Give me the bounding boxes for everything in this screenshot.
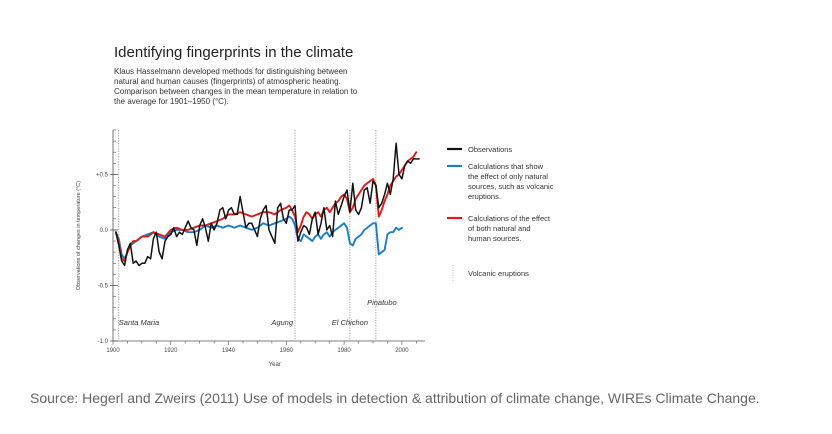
legend-label: Calculations that show	[468, 162, 544, 171]
x-axis-label: Year	[269, 362, 281, 368]
temperature-chart: +0.5 0.0 -0.5 -1.0 1900 1920 1940 1960 1980 2000 Y…	[76, 129, 462, 368]
source-caption: Source: Hegerl and Zweirs (2011) Use of …	[30, 390, 760, 406]
legend-label: eruptions.	[468, 192, 501, 201]
x-tick-label: 1960	[280, 348, 294, 354]
chart-subtitle-line: Comparison between changes in the mean t…	[114, 87, 358, 96]
chart-subtitle-line: Klaus Hasselmann developed methods for d…	[114, 67, 348, 76]
legend-label: sources, such as volcanic	[468, 182, 554, 191]
legend-label: Volcanic eruptions	[468, 269, 529, 278]
y-tick-label: 0.0	[100, 228, 109, 234]
x-tick-label: 1900	[106, 348, 120, 354]
legend-label: Calculations of the effect	[468, 214, 550, 223]
volcanic-eruption-label: Santa Maria	[119, 318, 159, 327]
series-line	[115, 142, 420, 267]
volcanic-eruption-label: El Chichon	[332, 318, 368, 327]
x-tick-label: 1980	[337, 348, 351, 354]
chart-subtitle-line: the average for 1901–1950 (°C).	[114, 97, 229, 106]
series-line	[114, 151, 418, 262]
chart-subtitle-line: natural and human causes (fingerprints) …	[114, 77, 341, 86]
legend-label: the effect of only natural	[468, 172, 548, 181]
y-tick-label: +0.5	[96, 172, 109, 178]
y-axis-label: Observations of changes in temperature (…	[76, 181, 82, 290]
x-tick-label: 2000	[395, 348, 409, 354]
y-tick-label: -1.0	[98, 339, 109, 345]
y-tick-label: -0.5	[98, 283, 109, 289]
chart-title: Identifying fingerprints in the climate	[114, 44, 354, 61]
volcanic-eruption-label: Agung	[270, 318, 294, 327]
x-tick-label: 1940	[222, 348, 236, 354]
legend-label: Observations	[468, 145, 513, 154]
legend-label: human sources.	[468, 234, 522, 243]
legend-label: of both natural and	[468, 224, 531, 233]
volcanic-eruption-label: Pinatubo	[367, 298, 397, 307]
x-tick-label: 1920	[164, 348, 178, 354]
